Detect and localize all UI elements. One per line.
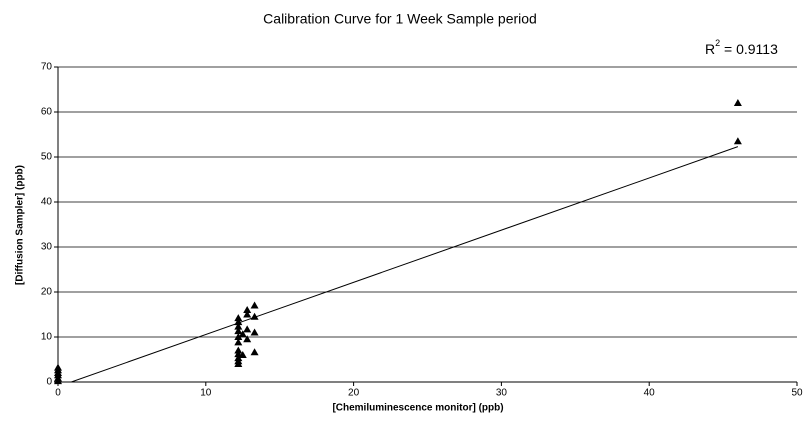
point	[234, 346, 243, 354]
r-squared: R2 = 0.9113	[705, 38, 778, 56]
point	[243, 310, 252, 318]
point	[238, 351, 247, 358]
point	[243, 335, 252, 343]
point	[234, 322, 243, 330]
point	[234, 338, 243, 346]
point	[250, 348, 259, 356]
x-tick-label: 30	[496, 388, 508, 399]
point	[54, 363, 62, 371]
point	[250, 312, 259, 320]
r-sup: 2	[715, 38, 720, 48]
x-tick-label: 20	[348, 388, 360, 399]
point	[243, 306, 252, 313]
point	[250, 328, 259, 336]
r-rest: = 0.9113	[720, 41, 778, 57]
x-tick-label: 50	[791, 388, 803, 399]
point	[234, 314, 243, 322]
point	[234, 333, 243, 340]
y-tick-label: 40	[41, 197, 53, 208]
x-axis-title: [Chemiluminescence monitor] (ppb)	[332, 403, 503, 414]
y-tick-label: 50	[41, 152, 53, 163]
point	[234, 318, 243, 326]
y-tick-label: 10	[41, 332, 53, 343]
y-tick-label: 20	[41, 287, 53, 298]
point	[250, 301, 259, 309]
point	[234, 354, 243, 362]
r-base: R	[705, 41, 715, 57]
point	[234, 327, 243, 335]
y-tick-label: 30	[41, 242, 53, 253]
x-tick-label: 10	[200, 388, 212, 399]
trendline	[71, 146, 739, 383]
point	[733, 99, 742, 106]
chart-title: Calibration Curve for 1 Week Sample peri…	[263, 11, 537, 27]
point	[243, 325, 252, 333]
x-tick-label: 0	[55, 388, 61, 399]
y-tick-label: 60	[41, 107, 53, 118]
x-tick-label: 40	[644, 388, 656, 399]
y-tick-label: 0	[46, 377, 52, 388]
point	[733, 137, 742, 145]
y-tick-label: 70	[41, 62, 53, 73]
y-axis-title: [Diffusion Sampler] (ppb)	[15, 165, 26, 285]
point	[238, 330, 247, 338]
